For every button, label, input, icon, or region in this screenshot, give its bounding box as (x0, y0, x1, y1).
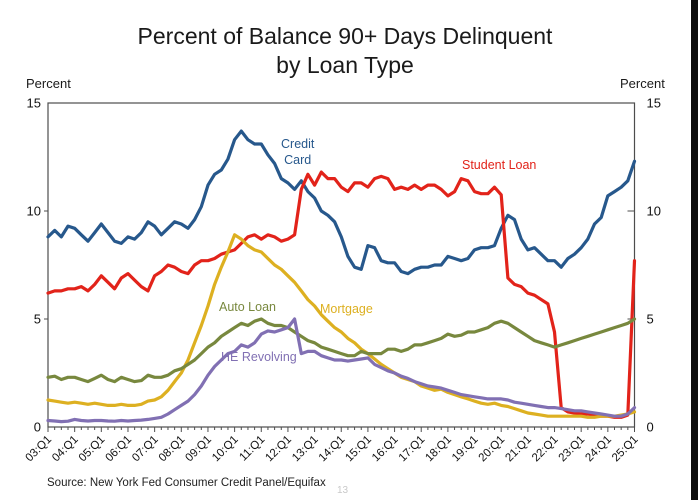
x-axis-tick-label: 19:Q1 (450, 434, 481, 465)
x-axis-tick-label: 05:Q1 (77, 434, 108, 465)
x-axis-tick-label: 14:Q1 (317, 434, 348, 465)
x-axis-tick-label: 12:Q1 (263, 434, 294, 465)
series-line-credit-card (46, 129, 637, 276)
x-axis-tick-label: 16:Q1 (370, 434, 401, 465)
y-axis-right-tick-label: 15 (647, 96, 661, 111)
y-axis-right-tick-label: 0 (647, 420, 654, 435)
x-axis-tick-label: 13:Q1 (290, 434, 321, 465)
plot-border (47, 102, 636, 428)
series-label-he-revolving: HE Revolving (221, 350, 297, 364)
y-axis-right-tick-label: 5 (647, 312, 654, 327)
x-axis-tick-label: 20:Q1 (477, 434, 508, 465)
y-axis-right-tick-label: 10 (647, 204, 661, 219)
left-axis-unit-label: Percent (26, 76, 71, 91)
x-axis-tick-label: 06:Q1 (103, 434, 134, 465)
x-axis-tick-label: 03:Q1 (23, 434, 54, 465)
right-edge-black-strip (691, 0, 698, 500)
x-axis-tick-label: 21:Q1 (503, 434, 534, 465)
series-label-credit-card: Credit Card (281, 137, 315, 167)
x-axis-tick-label: 18:Q1 (423, 434, 454, 465)
right-axis-unit-label: Percent (620, 76, 665, 91)
series-label-auto-loan: Auto Loan (219, 300, 276, 314)
series-line-auto-loan (46, 317, 637, 384)
series-line-student-loan (46, 170, 637, 419)
series-label-student-loan: Student Loan (462, 158, 537, 172)
x-axis-tick-label: 25:Q1 (610, 434, 641, 465)
x-axis-tick-label: 24:Q1 (583, 434, 614, 465)
page-number-artifact: 13 (337, 485, 349, 496)
x-axis-tick-label: 17:Q1 (397, 434, 428, 465)
y-axis-left-tick-label: 15 (27, 96, 41, 111)
series-label-mortgage: Mortgage (320, 302, 373, 316)
x-axis-tick-label: 22:Q1 (530, 434, 561, 465)
source-note: Source: New York Fed Consumer Credit Pan… (47, 477, 326, 489)
x-axis-tick-label: 08:Q1 (157, 434, 188, 465)
y-axis-left-tick-label: 10 (27, 204, 41, 219)
x-axis-tick-label: 09:Q1 (183, 434, 214, 465)
x-axis-tick-label: 15:Q1 (343, 434, 374, 465)
chart-title: Percent of Balance 90+ Days Delinquent b… (0, 22, 690, 80)
series-line-mortgage (46, 233, 637, 419)
series-line-he-revolving (46, 317, 637, 424)
x-axis-tick-label: 11:Q1 (237, 434, 267, 464)
chart-title-line2: by Loan Type (276, 51, 414, 78)
chart-title-line1: Percent of Balance 90+ Days Delinquent (137, 23, 553, 49)
x-axis-tick-label: 23:Q1 (557, 434, 588, 465)
y-axis-left-tick-label: 5 (34, 312, 41, 327)
x-axis-tick-label: 04:Q1 (50, 434, 81, 465)
y-axis-left-tick-label: 0 (34, 420, 41, 435)
x-axis-tick-label: 10:Q1 (210, 434, 241, 465)
x-axis-tick-label: 07:Q1 (130, 434, 161, 465)
